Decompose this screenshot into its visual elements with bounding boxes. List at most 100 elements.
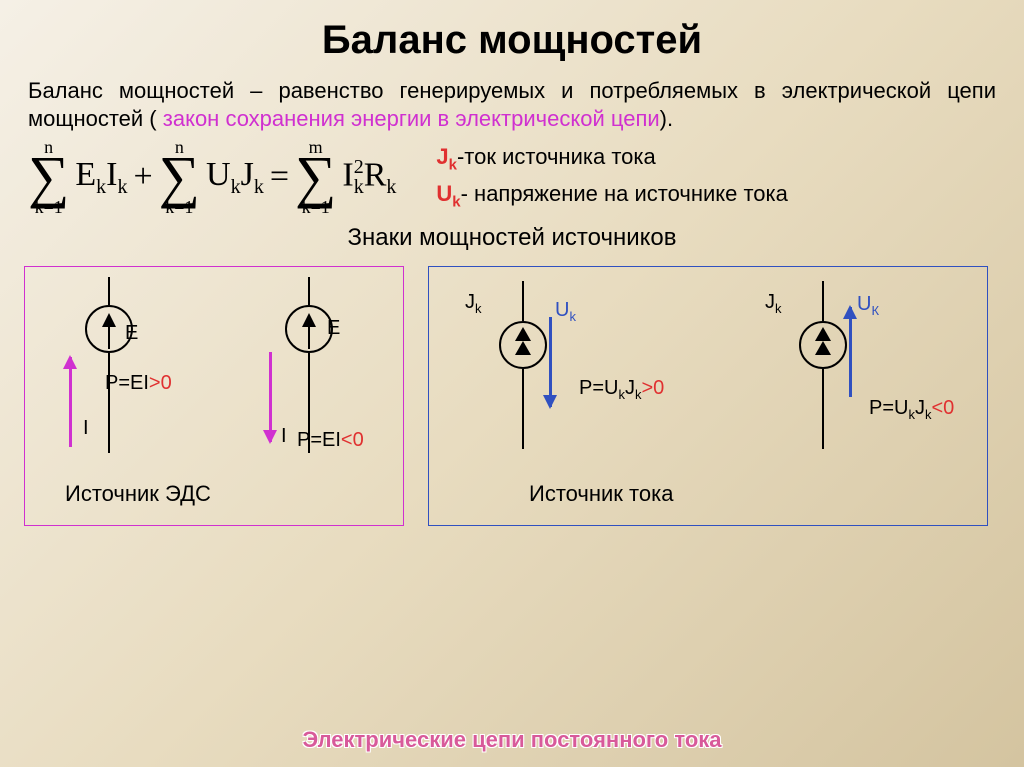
legend-line1: Jk-ток источника тока — [436, 140, 788, 177]
definition-part2: ). — [660, 106, 673, 131]
double-arrow-icon — [801, 323, 845, 367]
legend1-sub: k — [449, 157, 457, 174]
current-arrow-down-icon — [269, 352, 272, 442]
p3c: J — [625, 377, 635, 399]
sigma-icon: ∑ — [28, 154, 69, 200]
sum2-v1: U — [206, 156, 231, 193]
sum2-lower: k=1 — [165, 198, 193, 216]
current-arrow-up-icon — [69, 357, 72, 447]
sum1-s2: k — [117, 176, 127, 198]
jk: k — [475, 301, 482, 316]
current-symbol-icon — [799, 321, 847, 369]
double-arrow-icon — [501, 323, 545, 367]
footer-text: Электрические цепи постоянного тока — [0, 727, 1024, 753]
formula-row: n ∑ k=1 EkIk + n ∑ k=1 UkJk = m ∑ k=1 I2… — [0, 132, 1024, 216]
sum2-body: UkJk — [206, 156, 264, 199]
sum3-v1: I — [342, 156, 353, 193]
wire — [108, 325, 110, 349]
j: J — [465, 291, 475, 313]
wire — [308, 325, 310, 349]
j2: J — [765, 291, 775, 313]
power-eq-1: P=EI>0 — [105, 372, 172, 395]
sigma-icon: ∑ — [295, 154, 336, 200]
wire — [522, 281, 524, 321]
op-plus: + — [133, 158, 152, 196]
p4a: P=U — [869, 397, 908, 419]
sum3-body: I2kRk — [342, 156, 396, 199]
wire — [108, 277, 110, 305]
sum3-lower: k=1 — [302, 198, 330, 216]
wire — [822, 281, 824, 321]
uk: k — [569, 309, 576, 324]
label-I: I — [281, 425, 287, 448]
label-Uk: Uk — [555, 299, 576, 324]
main-formula: n ∑ k=1 EkIk + n ∑ k=1 UkJk = m ∑ k=1 I2… — [28, 138, 396, 216]
voltage-arrow-down-icon — [549, 317, 552, 407]
current-symbol-icon — [499, 321, 547, 369]
sum2-v2: J — [241, 156, 254, 193]
jk2: k — [775, 301, 782, 316]
op-eq: = — [270, 158, 289, 196]
sum3-sup: 2 — [354, 156, 364, 178]
wire — [822, 369, 824, 449]
label-Uk: UК — [857, 293, 879, 318]
p3e: >0 — [641, 377, 664, 399]
p4e: <0 — [931, 397, 954, 419]
pw2-prefix: P=EI — [297, 429, 341, 451]
definition-text: Баланс мощностей – равенство генерируемы… — [0, 63, 1024, 132]
sum2-s2: k — [254, 176, 264, 198]
p4c: J — [915, 397, 925, 419]
wire — [108, 353, 110, 453]
pw1-sign: >0 — [149, 372, 172, 394]
legend2-text: - напряжение на источнике тока — [461, 181, 788, 206]
pw1-prefix: P=EI — [105, 372, 149, 394]
sum2-s1: k — [231, 176, 241, 198]
pw2-sign: <0 — [341, 429, 364, 451]
wire — [308, 277, 310, 305]
current-source-box: Jk Uk P=UkJk>0 Jk UК P=UkJk<0 Источник т… — [428, 266, 988, 526]
sum1-body: EkIk — [75, 156, 127, 199]
diagrams-row: E I P=EI>0 E I P=EI<0 Источник ЭДС Jk — [0, 252, 1024, 526]
sum3-s1: k — [354, 176, 364, 198]
sum1: n ∑ k=1 — [28, 138, 69, 216]
emf-caption: Источник ЭДС — [65, 481, 211, 507]
u: U — [555, 299, 569, 321]
u2: U — [857, 293, 871, 315]
power-eq-2: P=EI<0 — [297, 429, 364, 452]
legend1-text: -ток источника тока — [457, 144, 656, 169]
definition-highlight: закон сохранения энергии в электрической… — [163, 106, 660, 131]
power-eq-4: P=UkJk<0 — [869, 397, 954, 422]
legend2-sym: U — [436, 181, 452, 206]
label-Jk: Jk — [765, 291, 782, 316]
sum3: m ∑ k=1 — [295, 138, 336, 216]
current-caption: Источник тока — [529, 481, 673, 507]
label-E: E — [125, 322, 138, 345]
sum1-s1: k — [96, 176, 106, 198]
sum3-v2: R — [364, 156, 387, 193]
wire — [522, 369, 524, 449]
sum1-lower: k=1 — [35, 198, 63, 216]
p3a: P=U — [579, 377, 618, 399]
emf-source-1 — [85, 277, 133, 453]
power-eq-3: P=UkJk>0 — [579, 377, 664, 402]
legend1-sym: J — [436, 144, 448, 169]
emf-source-2 — [285, 277, 333, 453]
page-title: Баланс мощностей — [0, 0, 1024, 63]
label-E: E — [327, 317, 340, 340]
sum2: n ∑ k=1 — [159, 138, 200, 216]
legend-line2: Uk- напряжение на источнике тока — [436, 177, 788, 214]
voltage-arrow-up-icon — [849, 307, 852, 397]
sum1-v2: I — [106, 156, 117, 193]
formula-legend: Jk-ток источника тока Uk- напряжение на … — [436, 140, 788, 214]
sum1-v1: E — [75, 156, 96, 193]
legend2-sub: k — [452, 194, 460, 211]
emf-symbol-icon — [285, 305, 333, 353]
sum3-s2: k — [386, 176, 396, 198]
label-Jk: Jk — [465, 291, 482, 316]
current-source-1 — [499, 281, 547, 449]
uk2: К — [871, 303, 879, 318]
emf-source-box: E I P=EI>0 E I P=EI<0 Источник ЭДС — [24, 266, 404, 526]
label-I: I — [83, 417, 89, 440]
sigma-icon: ∑ — [159, 154, 200, 200]
current-source-2 — [799, 281, 847, 449]
